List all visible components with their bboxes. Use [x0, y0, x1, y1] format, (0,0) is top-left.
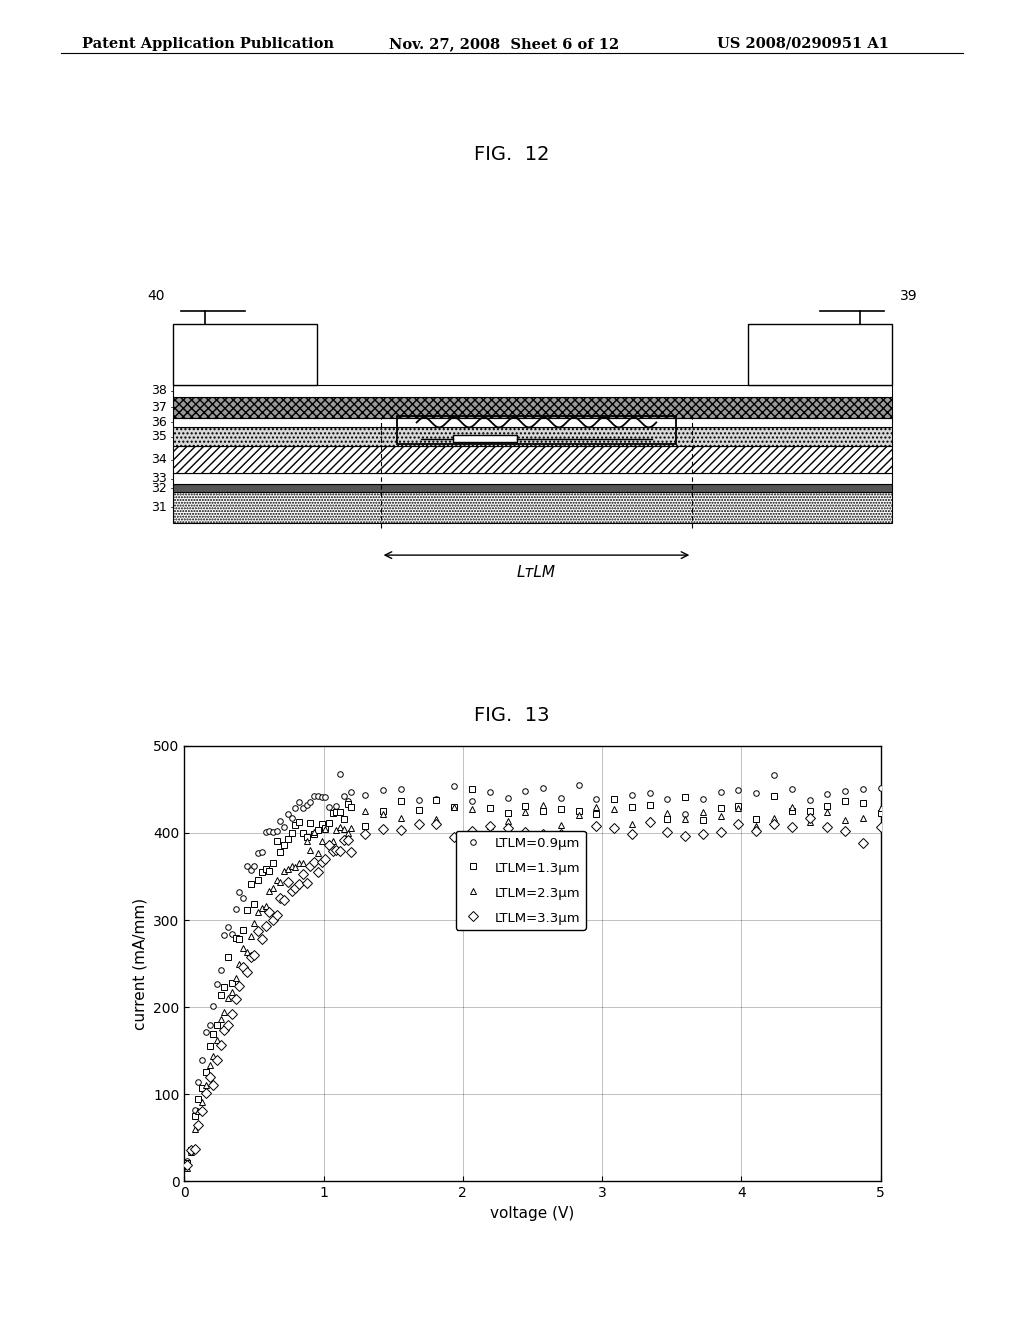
Bar	[173, 417, 892, 428]
Bar	[173, 428, 892, 446]
Bar	[173, 446, 892, 473]
Text: 34: 34	[151, 453, 167, 466]
Text: 35: 35	[151, 430, 167, 444]
Text: 31: 31	[151, 500, 167, 513]
Text: 38: 38	[151, 384, 167, 397]
Bar	[749, 325, 892, 385]
Text: Nov. 27, 2008  Sheet 6 of 12: Nov. 27, 2008 Sheet 6 of 12	[389, 37, 620, 51]
Text: 39: 39	[900, 289, 918, 302]
Bar	[173, 397, 892, 417]
Bar	[173, 473, 892, 484]
Bar	[453, 434, 516, 442]
Text: 36: 36	[151, 416, 167, 429]
Text: 40: 40	[147, 289, 165, 302]
Text: FIG.  12: FIG. 12	[474, 145, 550, 164]
Text: 32: 32	[151, 482, 167, 495]
Text: 37: 37	[151, 401, 167, 413]
Text: LᴛLM: LᴛLM	[517, 565, 556, 579]
X-axis label: voltage (V): voltage (V)	[490, 1205, 574, 1221]
Y-axis label: current (mA/mm): current (mA/mm)	[132, 898, 147, 1030]
Bar	[173, 385, 892, 397]
Legend: LTLM=0.9μm, LTLM=1.3μm, LTLM=2.3μm, LTLM=3.3μm: LTLM=0.9μm, LTLM=1.3μm, LTLM=2.3μm, LTLM…	[456, 830, 586, 929]
Bar	[173, 492, 892, 523]
Text: FIG.  13: FIG. 13	[474, 706, 550, 725]
Bar	[173, 325, 316, 385]
Bar	[396, 416, 676, 445]
Bar	[173, 484, 892, 492]
Text: Patent Application Publication: Patent Application Publication	[82, 37, 334, 51]
Text: US 2008/0290951 A1: US 2008/0290951 A1	[717, 37, 889, 51]
Text: 33: 33	[151, 473, 167, 486]
